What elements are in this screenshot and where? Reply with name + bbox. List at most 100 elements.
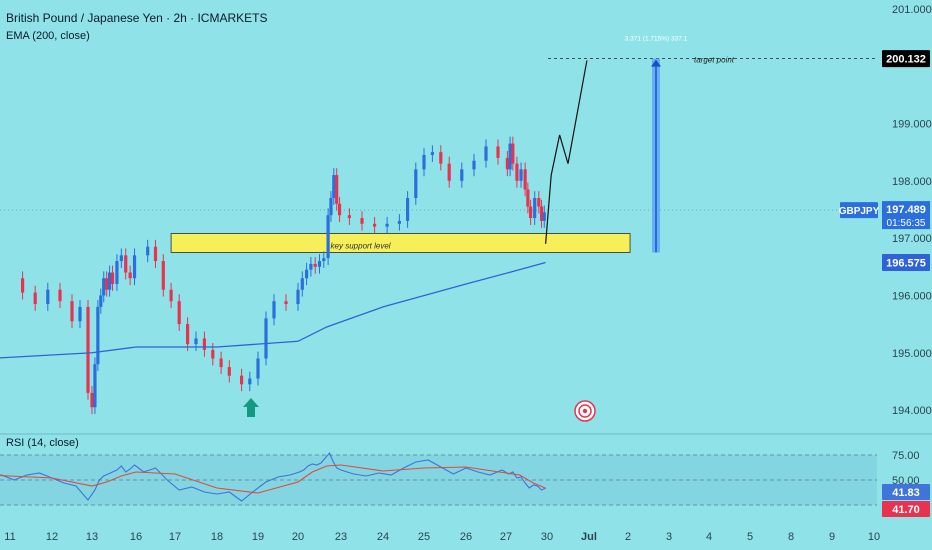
candle-body [296, 289, 300, 305]
candle [313, 257, 317, 274]
candle [347, 208, 351, 225]
candle [128, 265, 132, 286]
candle [272, 294, 276, 326]
candle-body [264, 318, 268, 359]
current-price-badge[interactable]: 197.489 01:56:35 [882, 201, 930, 230]
up-arrow-marker[interactable] [243, 398, 259, 417]
price-tick-label: 198.000 [892, 176, 932, 188]
candle [115, 254, 119, 291]
candle-body [439, 152, 443, 164]
candle [93, 357, 97, 415]
candle [422, 148, 426, 177]
target-label: target point [694, 56, 735, 65]
candle-body [90, 392, 94, 408]
candle-body [373, 223, 377, 227]
ema-200-line[interactable] [0, 261, 546, 359]
candle [533, 191, 537, 225]
candle [505, 151, 509, 177]
date-tick-label: 12 [46, 531, 58, 543]
rsi-ma-value-badge[interactable]: 41.70 [882, 501, 930, 517]
candle-body [397, 220, 401, 224]
candle [539, 199, 544, 228]
candle [108, 265, 112, 297]
candle-body [542, 212, 546, 221]
candle-body [256, 358, 260, 379]
candle-body [385, 223, 389, 227]
candle-body [96, 306, 100, 365]
measure-info-label: 3.371 (1.715%) 337.1 [625, 36, 688, 43]
candle [70, 294, 74, 329]
candle [447, 156, 451, 188]
candle [322, 251, 326, 268]
date-tick-label: 16 [130, 531, 142, 543]
date-tick-label: 9 [829, 531, 835, 543]
candle-body [523, 169, 527, 190]
candle [300, 271, 304, 297]
candle [202, 331, 206, 357]
candle [256, 351, 260, 386]
candle-body [124, 255, 128, 273]
candle-body [322, 258, 326, 262]
candle-body [115, 261, 119, 284]
candle [332, 168, 336, 205]
candle-body [58, 289, 62, 302]
candle-body [78, 306, 82, 322]
candle [58, 282, 62, 309]
candle [110, 265, 115, 291]
candle [529, 199, 533, 225]
candle-body [335, 175, 339, 204]
symbol-tag[interactable]: GBPJPY [839, 202, 880, 219]
candle-body [508, 143, 512, 170]
candle [248, 371, 252, 392]
date-tick-label: 17 [169, 531, 181, 543]
ema-value-badge[interactable]: 196.575 [882, 253, 930, 271]
candle [430, 145, 434, 162]
candle [360, 211, 364, 231]
date-tick-label: 19 [252, 531, 264, 543]
candle-body [99, 295, 103, 307]
candle [406, 191, 410, 228]
candle [511, 136, 515, 171]
candle [153, 239, 158, 268]
candle-body [326, 215, 330, 259]
price-tick-label: 197.000 [892, 233, 932, 245]
rsi-ma-line[interactable] [0, 464, 546, 494]
ema-indicator-label[interactable]: EMA (200, close) [6, 30, 90, 42]
rsi-value-badge-text: 41.83 [892, 487, 920, 499]
candle [240, 368, 244, 392]
date-tick-label: 13 [86, 531, 98, 543]
candle-body [317, 261, 322, 267]
candle-body [21, 278, 25, 293]
candle [96, 300, 100, 372]
candle [484, 139, 488, 168]
candle-body [108, 272, 112, 290]
candle-body [533, 198, 537, 219]
bar-countdown: 01:56:35 [887, 218, 926, 229]
support-zone[interactable] [170, 233, 631, 253]
target-price-badge[interactable]: 200.132 [882, 50, 930, 68]
candle-body [526, 189, 530, 207]
candle-body [505, 157, 509, 170]
projection-path[interactable] [545, 60, 588, 244]
candle [326, 208, 330, 266]
candle-body [447, 163, 451, 181]
candle [46, 282, 50, 311]
rsi-line[interactable] [0, 451, 546, 502]
candle-body [202, 338, 206, 350]
candle-body [153, 246, 158, 262]
candle-body [472, 160, 476, 170]
candle [194, 331, 198, 352]
candle-body [515, 163, 519, 181]
candle-body [305, 269, 309, 279]
candle-body [332, 175, 336, 199]
rsi-value-badge[interactable]: 41.83 [882, 484, 930, 500]
candle-body [70, 301, 74, 322]
target-price-badge-bg [882, 50, 930, 68]
candle [284, 294, 288, 311]
candle-body [211, 349, 215, 359]
rsi-value-badge-bg [882, 484, 930, 500]
rsi-indicator-label[interactable]: RSI (14, close) [6, 437, 79, 449]
bullseye-center [582, 408, 588, 414]
symbol-title[interactable]: British Pound / Japanese Yen · 2h · ICMA… [6, 11, 268, 25]
